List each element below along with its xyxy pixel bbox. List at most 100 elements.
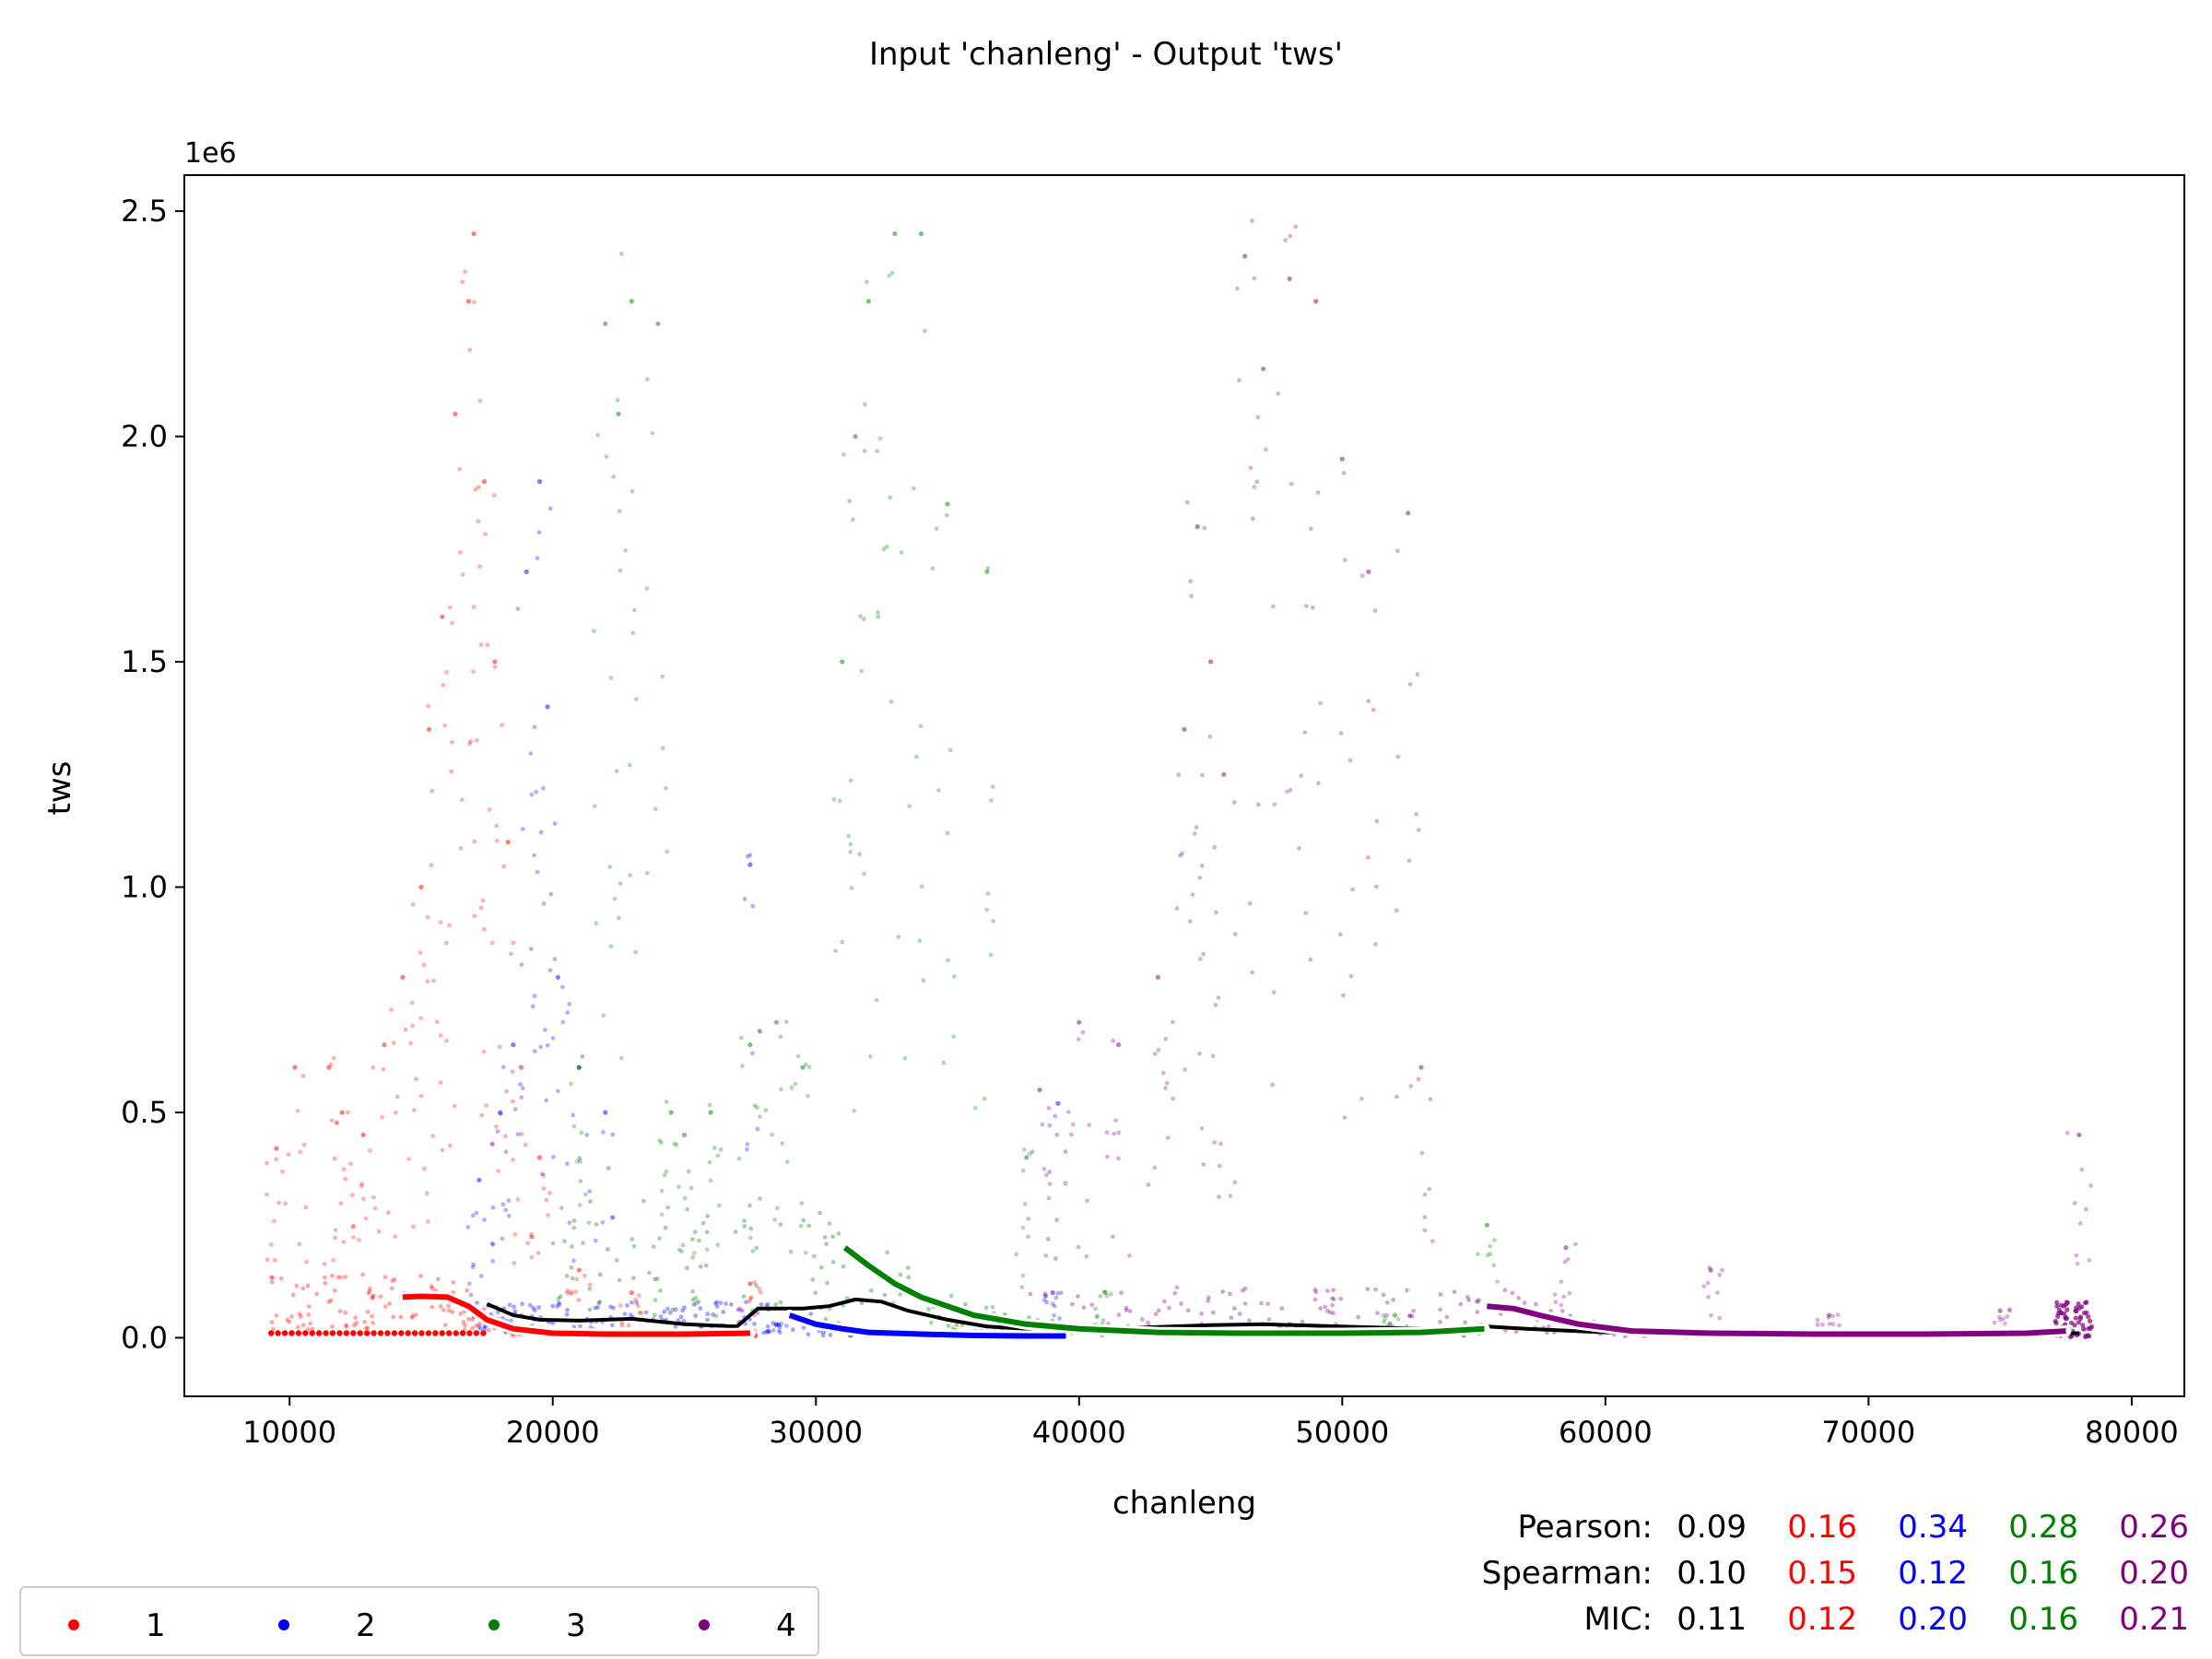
scatter-point xyxy=(936,788,941,794)
scatter-point xyxy=(2054,1300,2060,1305)
scatter-point xyxy=(565,1288,571,1293)
scatter-point xyxy=(552,821,558,827)
scatter-point xyxy=(1188,579,1194,584)
scatter-point xyxy=(323,1280,328,1286)
scatter-point xyxy=(583,1192,588,1197)
scatter-point xyxy=(1264,447,1268,452)
scatter-point xyxy=(619,1320,625,1325)
scatter-point xyxy=(343,1330,350,1336)
scatter-point xyxy=(1190,892,1195,897)
scatter-point xyxy=(550,1303,556,1309)
scatter-point xyxy=(367,1288,372,1294)
scatter-point xyxy=(1830,1322,1836,1327)
scatter-point xyxy=(1416,1077,1421,1082)
scatter-point xyxy=(1288,233,1293,239)
stats-value: 0.12 xyxy=(1787,1601,1857,1638)
scatter-point xyxy=(478,905,484,911)
scatter-point xyxy=(946,958,950,963)
scatter-point xyxy=(1093,1306,1098,1312)
scatter-point xyxy=(490,1205,496,1210)
scatter-point xyxy=(664,1169,669,1174)
scatter-point xyxy=(1217,1163,1222,1169)
scatter-point xyxy=(637,1310,642,1315)
scatter-point xyxy=(810,1277,816,1282)
scatter-point xyxy=(1287,276,1292,282)
scatter-point xyxy=(1076,1037,1081,1042)
scatter-point xyxy=(335,1121,340,1125)
scatter-point xyxy=(1165,1135,1171,1140)
scatter-point xyxy=(558,1294,563,1300)
scatter-point xyxy=(664,785,668,791)
scatter-point xyxy=(660,674,665,679)
scatter-point xyxy=(680,1308,686,1313)
scatter-point xyxy=(394,1094,400,1100)
scatter-point xyxy=(1313,299,1319,304)
scatter-point xyxy=(1310,605,1315,610)
scatter-point xyxy=(272,1257,277,1263)
scatter-point xyxy=(630,630,636,636)
scatter-point xyxy=(1285,789,1289,794)
scatter-point xyxy=(678,1314,684,1320)
scatter-point xyxy=(475,737,479,743)
scatter-point xyxy=(619,252,624,256)
scatter-point xyxy=(1318,1306,1324,1312)
scatter-point xyxy=(578,1324,582,1329)
x-axis-label: chanleng xyxy=(1112,1485,1256,1522)
scatter-point xyxy=(511,940,516,946)
scatter-point xyxy=(541,1186,547,1191)
scatter-point xyxy=(470,1213,476,1218)
scatter-point xyxy=(1098,1294,1103,1299)
scatter-point xyxy=(911,486,916,491)
scatter-point xyxy=(470,1325,475,1331)
scatter-point xyxy=(2077,1316,2083,1322)
scatter-point xyxy=(747,1235,753,1241)
scatter-point xyxy=(477,1324,482,1329)
scatter-point xyxy=(594,1222,599,1227)
scatter-point xyxy=(1255,415,1261,419)
scatter-point xyxy=(982,1096,987,1101)
scatter-point xyxy=(690,1237,695,1241)
scatter-point xyxy=(1387,1321,1393,1326)
scatter-point xyxy=(447,923,452,928)
scatter-point xyxy=(601,1130,606,1135)
scatter-point xyxy=(1830,1313,1835,1319)
scatter-point xyxy=(465,1288,470,1293)
scatter-point xyxy=(1095,1313,1100,1318)
legend-label: 3 xyxy=(566,1607,586,1644)
scatter-point xyxy=(306,1327,311,1332)
scatter-point xyxy=(500,1202,506,1207)
scatter-point xyxy=(629,488,635,494)
scatter-point xyxy=(2074,1309,2079,1314)
scatter-point xyxy=(686,1169,691,1174)
scatter-point xyxy=(643,1310,649,1315)
scatter-point xyxy=(310,1326,315,1332)
scatter-point xyxy=(947,747,953,753)
scatter-point xyxy=(1237,378,1241,382)
scatter-point xyxy=(1375,1311,1380,1316)
scatter-point xyxy=(1054,1133,1060,1137)
legend-marker xyxy=(488,1619,500,1630)
scatter-point xyxy=(680,1242,686,1248)
scatter-point xyxy=(482,926,487,932)
scatter-point xyxy=(1087,1123,1092,1127)
series-3-trend-halo xyxy=(839,1241,1490,1339)
scatter-point xyxy=(641,1198,646,1204)
scatter-point xyxy=(573,1289,579,1294)
scatter-point xyxy=(617,509,622,513)
scatter-point xyxy=(2080,1323,2086,1328)
scatter-point xyxy=(439,1330,445,1336)
scatter-point xyxy=(365,1310,371,1314)
scatter-point xyxy=(297,1312,302,1317)
scatter-point xyxy=(484,1103,488,1108)
scatter-point xyxy=(928,1320,934,1325)
scatter-point xyxy=(481,1049,487,1054)
scatter-point xyxy=(733,1230,738,1234)
scatter-point xyxy=(2072,1201,2077,1206)
scatter-point xyxy=(2005,1314,2010,1319)
scatter-point xyxy=(820,1333,826,1338)
scatter-point xyxy=(1254,479,1260,485)
scatter-point xyxy=(463,269,468,275)
scatter-point xyxy=(265,1192,269,1197)
scatter-point xyxy=(847,499,853,504)
scatter-point xyxy=(601,1013,606,1018)
